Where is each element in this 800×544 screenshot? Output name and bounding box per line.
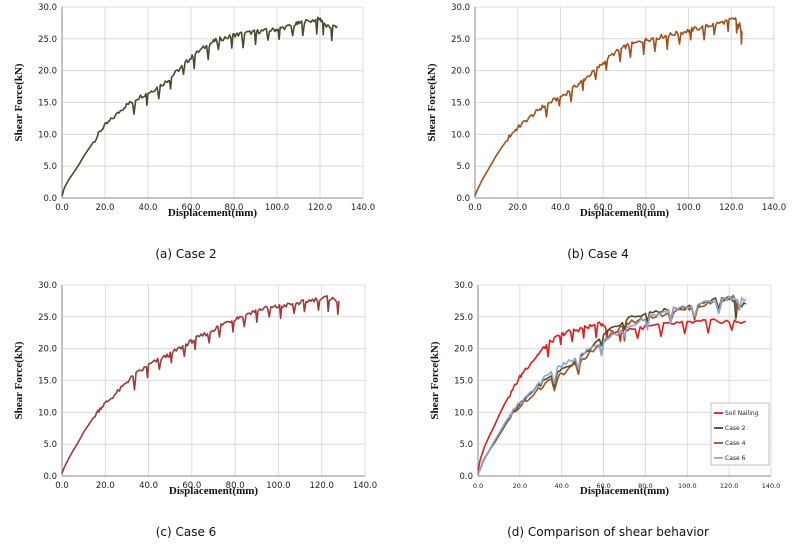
- chart-caption: (a) Case 2: [155, 247, 216, 261]
- y-tick-label: 0.0: [43, 194, 57, 204]
- x-tick-label: 40.0: [554, 482, 568, 490]
- x-axis-label: Displacement(mm): [168, 207, 258, 219]
- chart-caption: (b) Case 4: [567, 247, 629, 261]
- chart-panel-1: 0.0 20.0 40.0 60.0 80.0 100.0 120.0 140.0 0.0 5.0…: [13, 3, 375, 261]
- x-tick-label: 20.0: [513, 482, 527, 490]
- x-tick-label: 100.0: [678, 482, 697, 490]
- y-tick-label: 0.0: [43, 472, 57, 482]
- x-axis-label: Displacement(mm): [580, 485, 670, 497]
- x-tick-label: 80.0: [226, 481, 245, 491]
- y-tick-label: 20.0: [454, 345, 473, 355]
- chart-panel-2: 0.0 20.0 40.0 60.0 80.0 100.0 120.0 140.0 0.0 5.0…: [426, 3, 786, 261]
- x-tick-label: 0.0: [55, 481, 69, 491]
- x-tick-label: 140.0: [762, 482, 781, 490]
- series-line-case-4: [477, 294, 741, 475]
- x-tick-label: 80.0: [225, 203, 244, 213]
- x-tick-label: 20.0: [96, 481, 115, 491]
- legend-entry: Case 2: [725, 425, 746, 432]
- y-tick-label: 30.0: [451, 3, 470, 13]
- y-tick-label: 0.0: [459, 472, 473, 482]
- x-tick-label: 40.0: [139, 481, 158, 491]
- y-axis-label: Shear Force(kN): [426, 63, 438, 141]
- y-tick-label: 10.0: [38, 408, 57, 418]
- x-tick-label: 120.0: [308, 203, 332, 213]
- x-tick-label: 100.0: [676, 203, 700, 213]
- y-tick-label: 30.0: [38, 3, 57, 13]
- x-tick-label: 80.0: [636, 203, 655, 213]
- y-tick-label: 5.0: [459, 440, 473, 450]
- x-tick-label: 0.0: [473, 482, 483, 490]
- x-tick-label: 100.0: [266, 481, 290, 491]
- y-tick-label: 25.0: [451, 35, 470, 45]
- legend-entry: Case 6: [725, 455, 746, 462]
- x-tick-label: 0.0: [55, 203, 69, 213]
- x-tick-label: 140.0: [351, 203, 375, 213]
- x-tick-label: 60.0: [182, 203, 201, 213]
- x-tick-label: 120.0: [719, 203, 743, 213]
- x-tick-label: 40.0: [139, 203, 158, 213]
- x-tick-label: 60.0: [596, 482, 610, 490]
- x-axis-label: Displacement(mm): [580, 207, 670, 219]
- y-tick-label: 15.0: [451, 99, 470, 109]
- chart-panel-4: 0.0 20.0 40.0 60.0 80.0 100.0 120.0 140.0 0.0 5.0…: [429, 281, 780, 539]
- x-tick-label: 40.0: [551, 203, 570, 213]
- y-tick-label: 15.0: [38, 377, 57, 387]
- series-line: [474, 17, 743, 197]
- y-axis-label: Shear Force(kN): [13, 63, 25, 141]
- legend-entry: Case 4: [725, 440, 746, 447]
- x-tick-label: 140.0: [762, 203, 786, 213]
- y-tick-label: 5.0: [43, 440, 57, 450]
- x-tick-label: 20.0: [508, 203, 527, 213]
- series-line: [61, 16, 338, 197]
- y-tick-label: 25.0: [38, 35, 57, 45]
- x-tick-label: 20.0: [96, 203, 115, 213]
- series-line: [61, 294, 340, 474]
- chart-caption: (c) Case 6: [156, 525, 217, 539]
- series-line-soil-nailing: [477, 318, 747, 472]
- x-tick-label: 80.0: [638, 482, 652, 490]
- legend-entry: Soil Nailing: [725, 410, 759, 417]
- y-tick-label: 5.0: [456, 162, 470, 172]
- y-axis-label: Shear Force(kN): [429, 341, 441, 419]
- y-tick-label: 25.0: [38, 313, 57, 323]
- y-tick-label: 15.0: [38, 99, 57, 109]
- y-tick-label: 25.0: [454, 313, 473, 323]
- x-axis-label: Displacement(mm): [169, 485, 259, 497]
- x-tick-label: 60.0: [182, 481, 201, 491]
- x-tick-label: 120.0: [310, 481, 334, 491]
- chart-panel-3: 0.0 20.0 40.0 60.0 80.0 100.0 120.0 140.0 0.0 5.0…: [13, 281, 377, 539]
- x-tick-label: 120.0: [720, 482, 739, 490]
- y-tick-label: 10.0: [451, 130, 470, 140]
- y-tick-label: 5.0: [43, 162, 57, 172]
- y-axis-label: Shear Force(kN): [13, 341, 25, 419]
- y-tick-label: 0.0: [456, 194, 470, 204]
- chart-caption: (d) Comparison of shear behavior: [507, 525, 709, 539]
- y-tick-label: 10.0: [454, 408, 473, 418]
- y-tick-label: 10.0: [38, 130, 57, 140]
- x-tick-label: 140.0: [353, 481, 377, 491]
- series-line-case-6: [477, 295, 747, 474]
- y-tick-label: 20.0: [38, 345, 57, 355]
- x-tick-label: 0.0: [468, 203, 482, 213]
- y-tick-label: 20.0: [38, 67, 57, 77]
- y-tick-label: 30.0: [454, 281, 473, 291]
- x-tick-label: 60.0: [594, 203, 613, 213]
- y-tick-label: 15.0: [454, 377, 473, 387]
- y-tick-label: 20.0: [451, 67, 470, 77]
- y-tick-label: 30.0: [38, 281, 57, 291]
- x-tick-label: 100.0: [265, 203, 289, 213]
